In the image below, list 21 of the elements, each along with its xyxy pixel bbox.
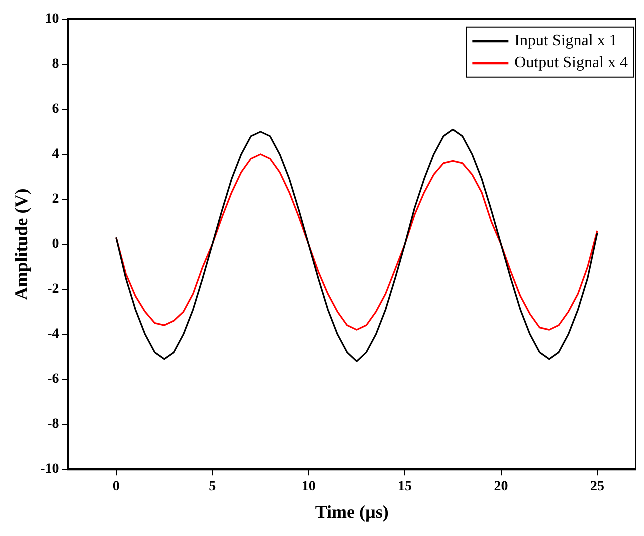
y-tick-label: -4 [48, 327, 60, 342]
legend-label: Output Signal x 4 [514, 54, 628, 72]
y-tick-label: 0 [52, 237, 60, 252]
y-tick-label: 10 [45, 12, 60, 28]
x-axis-title: Time (µs) [315, 502, 389, 522]
x-tick-label: 10 [302, 480, 316, 495]
x-tick-label: 15 [398, 480, 412, 495]
y-axis-title: Amplitude (V) [11, 188, 32, 300]
x-tick-label: 20 [494, 480, 508, 495]
x-tick-label: 5 [209, 480, 216, 495]
y-tick-label: 8 [52, 57, 60, 72]
y-tick-label: -6 [48, 372, 60, 388]
x-tick-label: 25 [590, 480, 605, 495]
y-tick-label: -2 [48, 282, 60, 298]
legend-label: Input Signal x 1 [514, 32, 618, 50]
y-tick-label: 6 [52, 102, 60, 118]
x-tick-label: 0 [112, 480, 120, 495]
y-tick-label: 4 [52, 147, 60, 162]
y-tick-label: 2 [52, 192, 60, 208]
y-tick-label: -10 [40, 462, 60, 478]
y-tick-label: -8 [48, 417, 60, 432]
